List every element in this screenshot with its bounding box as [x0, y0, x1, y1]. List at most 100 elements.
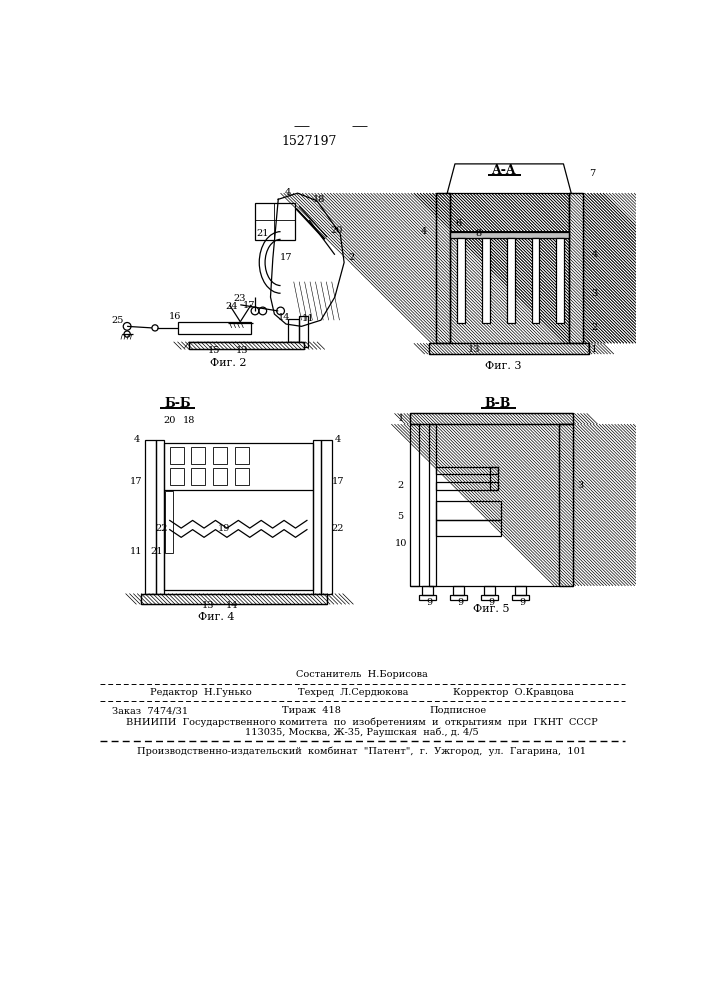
- Bar: [321, 440, 332, 594]
- Text: 17: 17: [332, 477, 344, 486]
- Bar: [192, 447, 206, 464]
- Bar: [299, 316, 308, 347]
- Text: 9: 9: [426, 598, 433, 607]
- Text: 20: 20: [330, 226, 343, 235]
- Bar: [410, 413, 573, 424]
- Text: 22: 22: [156, 524, 168, 533]
- Text: 13: 13: [468, 345, 481, 354]
- Bar: [436, 193, 450, 343]
- Bar: [170, 447, 184, 464]
- Text: 4: 4: [335, 435, 341, 444]
- Bar: [235, 447, 249, 464]
- Bar: [452, 586, 464, 595]
- Text: 21: 21: [257, 229, 269, 238]
- Bar: [313, 440, 321, 594]
- Bar: [410, 413, 573, 424]
- Text: 10: 10: [395, 539, 407, 548]
- Text: 25: 25: [112, 316, 124, 325]
- Bar: [429, 424, 436, 586]
- Bar: [156, 440, 163, 594]
- Bar: [450, 595, 467, 600]
- Text: 9: 9: [457, 598, 463, 607]
- Text: 3: 3: [591, 289, 597, 298]
- Bar: [556, 238, 564, 323]
- Text: 2: 2: [349, 253, 355, 262]
- Bar: [559, 425, 573, 585]
- Text: 2: 2: [397, 481, 404, 490]
- Text: Фиг. 3: Фиг. 3: [485, 361, 521, 371]
- Bar: [450, 232, 569, 238]
- Bar: [569, 193, 583, 343]
- Bar: [189, 342, 304, 349]
- Text: 14: 14: [278, 313, 291, 322]
- Text: 1527197: 1527197: [281, 135, 337, 148]
- Text: 9: 9: [489, 598, 494, 607]
- Text: 21: 21: [151, 547, 163, 556]
- Bar: [141, 594, 327, 604]
- Bar: [436, 194, 449, 343]
- Bar: [141, 594, 327, 604]
- Text: 8: 8: [475, 229, 481, 238]
- Text: Фиг. 2: Фиг. 2: [209, 358, 246, 368]
- Bar: [532, 238, 539, 323]
- Bar: [165, 491, 173, 553]
- Text: 17: 17: [243, 301, 255, 310]
- Text: Фиг. 5: Фиг. 5: [473, 604, 510, 614]
- Text: 24: 24: [226, 302, 238, 311]
- Bar: [255, 203, 296, 240]
- Bar: [436, 466, 498, 474]
- Bar: [288, 319, 299, 342]
- Text: Корректор  О.Кравцова: Корректор О.Кравцова: [452, 688, 573, 697]
- Bar: [515, 586, 526, 595]
- Text: 13: 13: [235, 346, 248, 355]
- Bar: [507, 238, 515, 323]
- Bar: [569, 194, 583, 343]
- Bar: [512, 595, 530, 600]
- Text: Заказ  7474/31: Заказ 7474/31: [112, 706, 188, 715]
- Text: 4: 4: [421, 227, 427, 236]
- Text: 13: 13: [202, 601, 215, 610]
- Text: 22: 22: [332, 524, 344, 533]
- Text: 11: 11: [586, 345, 598, 354]
- Text: 11: 11: [130, 547, 143, 556]
- Text: 2: 2: [591, 323, 597, 332]
- Bar: [145, 440, 156, 594]
- Text: 4: 4: [134, 435, 139, 444]
- Text: 1: 1: [397, 414, 404, 423]
- Bar: [421, 586, 433, 595]
- Text: 11: 11: [301, 314, 314, 323]
- Text: 18: 18: [183, 416, 195, 425]
- Text: Б-Б: Б-Б: [164, 397, 191, 410]
- Text: 17: 17: [130, 477, 143, 486]
- Bar: [213, 468, 227, 485]
- Text: Подписное: Подписное: [429, 706, 486, 715]
- Text: ВНИИПИ  Государственного комитета  по  изобретениям  и  открытиям  при  ГКНТ  СС: ВНИИПИ Государственного комитета по изоб…: [126, 717, 598, 727]
- Bar: [410, 414, 573, 424]
- Polygon shape: [448, 164, 571, 193]
- Text: 7: 7: [589, 169, 595, 178]
- Text: 15: 15: [208, 346, 220, 355]
- Bar: [213, 447, 227, 464]
- Text: 9: 9: [520, 598, 525, 607]
- Text: 23: 23: [233, 294, 246, 303]
- Text: 4: 4: [285, 188, 291, 197]
- Bar: [430, 344, 589, 354]
- Bar: [457, 238, 465, 323]
- Text: Тираж  418: Тираж 418: [282, 706, 341, 715]
- Bar: [436, 193, 450, 343]
- Text: 4: 4: [591, 250, 597, 259]
- Bar: [429, 343, 589, 354]
- Bar: [235, 468, 249, 485]
- Text: 17: 17: [280, 253, 292, 262]
- Text: 20: 20: [163, 416, 176, 425]
- Bar: [482, 238, 490, 323]
- Text: 6: 6: [456, 219, 462, 228]
- Text: 16: 16: [169, 312, 182, 321]
- Bar: [436, 482, 498, 490]
- Text: 113035, Москва, Ж-35, Раушская  наб., д. 4/5: 113035, Москва, Ж-35, Раушская наб., д. …: [245, 727, 479, 737]
- Bar: [141, 594, 327, 604]
- Bar: [429, 343, 589, 354]
- Text: 19: 19: [218, 524, 230, 533]
- Bar: [189, 342, 303, 349]
- Bar: [170, 468, 184, 485]
